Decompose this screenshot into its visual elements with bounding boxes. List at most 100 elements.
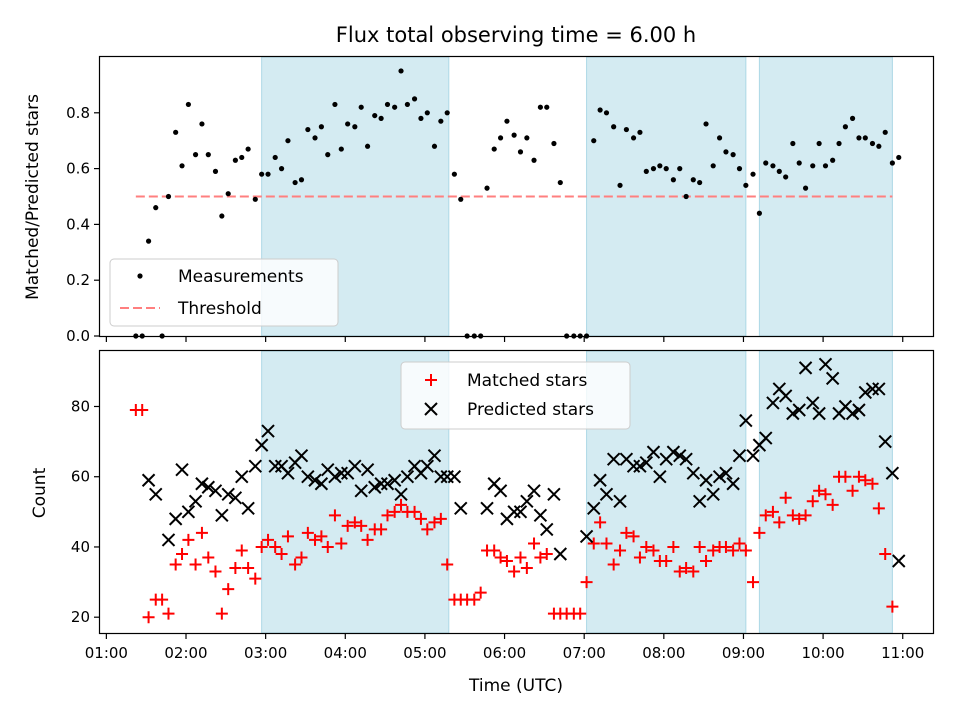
predicted-star-point [692,494,707,509]
matched-star-point [839,470,852,483]
predicted-star-point [732,448,747,463]
predicted-star-point [513,505,528,519]
predicted-star-point [294,448,309,463]
legend-matched-marker [425,374,437,386]
matched-star-point [826,498,839,511]
matched-star-point [262,533,275,546]
matched-star-point [508,565,521,578]
predicted-star-point [706,487,720,501]
matched-star-point [361,533,374,546]
legend-measurements-label: Measurements [178,267,304,287]
matched-star-point [600,537,613,550]
matched-star-point [766,505,779,518]
matched-star-point [162,607,175,620]
predicted-star-point [360,462,375,477]
bottom-x-ticks: 01:00 02:00 03:00 04:00 05:00 06:00 07:00 08:00… [85,633,924,662]
measurement-point [776,168,782,174]
matched-star-point [182,533,195,546]
chart-title: Flux total observing time = 6.00 h [336,23,696,47]
bottom-y-tick-label: 40 [71,538,90,556]
predicted-star-point [348,459,362,473]
predicted-star-point [726,477,740,491]
predicted-star-point [719,466,733,480]
matched-star-point [434,512,447,525]
matched-star-point [176,547,189,560]
predicted-star-point [480,501,494,516]
predicted-star-point [646,445,661,459]
measurement-point [418,115,424,121]
predicted-star-point [699,473,713,487]
measurement-point [358,104,364,110]
predicted-star-point [507,505,521,519]
measurement-point [438,118,444,124]
bottom-legend: Matched stars Predicted stars [400,361,631,430]
measurement-point [298,177,305,183]
predicted-star-point [639,455,654,470]
matched-star-point [289,558,302,571]
predicted-star-point [766,396,780,410]
predicted-star-point [188,494,203,509]
matched-star-point [309,533,322,546]
predicted-star-point [380,477,395,491]
predicted-star-point [852,403,866,417]
predicted-star-point [606,452,621,466]
matched-star-point [315,530,328,543]
predicted-star-point [818,357,833,372]
measurement-point [531,157,537,163]
measurement-point [259,171,265,177]
bottom-y-axis-label: Count [30,467,50,518]
measurement-point [736,166,743,172]
matched-star-point [647,544,660,557]
measurement-point [862,135,868,141]
predicted-star-point [533,508,548,523]
measurement-point [352,124,358,130]
top-plot-frame [98,55,935,338]
matched-star-point [255,540,268,553]
predicted-star-point [149,487,163,501]
predicted-star-point [374,477,388,491]
measurement-point [816,140,822,147]
measurement-point [378,115,384,121]
matched-star-point [474,586,487,599]
matched-star-point [866,477,879,490]
predicted-star-point [454,501,468,516]
predicted-star-point [175,462,189,477]
measurement-point [325,152,331,158]
measurement-point [597,107,603,113]
measurement-point [392,104,398,110]
measurement-point [703,121,709,127]
measurement-point [364,143,371,149]
matched-star-point [759,509,772,522]
measurement-point [743,182,749,188]
measurement-point [384,101,391,108]
predicted-star-point [593,473,607,487]
measurement-point [165,193,172,200]
top-y-tick-label: 0.0 [66,327,90,345]
matched-star-point [249,572,262,585]
matched-star-point [879,547,892,560]
matched-star-point [136,403,149,416]
matched-star-point [388,505,401,518]
x-tick-label: 03:00 [244,644,287,662]
measurement-point [544,104,550,110]
predicted-star-point [201,480,216,494]
measurement-point [697,179,703,186]
measurement-point [889,160,895,166]
predicted-star-point [161,533,176,547]
matched-star-point [195,526,208,539]
measurement-point [285,138,291,144]
predicted-star-point [806,396,820,410]
predicted-star-point [281,466,295,480]
measurement-point [524,135,530,141]
measurement-point [836,140,842,147]
matched-star-point [806,495,819,508]
predicted-star-point [626,459,641,473]
matched-star-point [633,551,646,564]
matched-star-point [215,607,228,620]
predicted-star-point [812,406,826,421]
predicted-star-point [328,470,342,484]
predicted-star-point [261,424,275,438]
matched-star-point [441,558,454,571]
measurement-point [192,152,199,158]
